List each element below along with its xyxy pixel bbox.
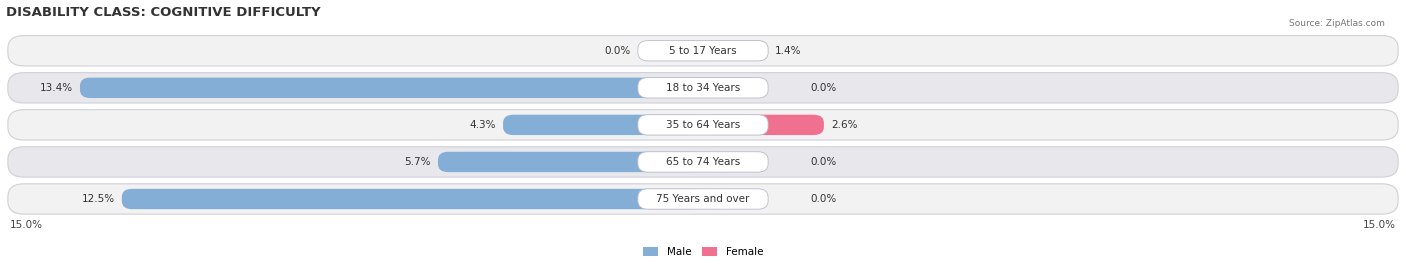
- FancyBboxPatch shape: [8, 36, 1398, 66]
- Text: 5 to 17 Years: 5 to 17 Years: [669, 46, 737, 56]
- Text: 2.6%: 2.6%: [831, 120, 858, 130]
- FancyBboxPatch shape: [638, 115, 768, 135]
- FancyBboxPatch shape: [703, 152, 731, 172]
- Text: 65 to 74 Years: 65 to 74 Years: [666, 157, 740, 167]
- FancyBboxPatch shape: [503, 115, 703, 135]
- Text: 18 to 34 Years: 18 to 34 Years: [666, 83, 740, 93]
- Text: 0.0%: 0.0%: [810, 157, 837, 167]
- Text: Source: ZipAtlas.com: Source: ZipAtlas.com: [1289, 19, 1385, 28]
- FancyBboxPatch shape: [8, 184, 1398, 214]
- FancyBboxPatch shape: [638, 152, 768, 172]
- FancyBboxPatch shape: [675, 41, 703, 61]
- Text: 13.4%: 13.4%: [39, 83, 73, 93]
- Text: 0.0%: 0.0%: [810, 194, 837, 204]
- FancyBboxPatch shape: [8, 147, 1398, 177]
- FancyBboxPatch shape: [122, 189, 703, 209]
- FancyBboxPatch shape: [638, 78, 768, 98]
- Text: 0.0%: 0.0%: [810, 83, 837, 93]
- FancyBboxPatch shape: [439, 152, 703, 172]
- Text: 1.4%: 1.4%: [775, 46, 801, 56]
- Text: 0.0%: 0.0%: [605, 46, 631, 56]
- FancyBboxPatch shape: [703, 41, 768, 61]
- Text: 5.7%: 5.7%: [405, 157, 432, 167]
- FancyBboxPatch shape: [8, 110, 1398, 140]
- Text: 12.5%: 12.5%: [82, 194, 115, 204]
- Legend: Male, Female: Male, Female: [638, 243, 768, 261]
- FancyBboxPatch shape: [8, 73, 1398, 103]
- Text: 15.0%: 15.0%: [10, 220, 44, 230]
- FancyBboxPatch shape: [703, 78, 731, 98]
- FancyBboxPatch shape: [638, 41, 768, 61]
- FancyBboxPatch shape: [703, 189, 731, 209]
- Text: 15.0%: 15.0%: [1362, 220, 1396, 230]
- FancyBboxPatch shape: [638, 189, 768, 209]
- FancyBboxPatch shape: [80, 78, 703, 98]
- Text: 75 Years and over: 75 Years and over: [657, 194, 749, 204]
- Text: 35 to 64 Years: 35 to 64 Years: [666, 120, 740, 130]
- Text: 4.3%: 4.3%: [470, 120, 496, 130]
- FancyBboxPatch shape: [703, 115, 824, 135]
- Text: DISABILITY CLASS: COGNITIVE DIFFICULTY: DISABILITY CLASS: COGNITIVE DIFFICULTY: [6, 6, 321, 19]
